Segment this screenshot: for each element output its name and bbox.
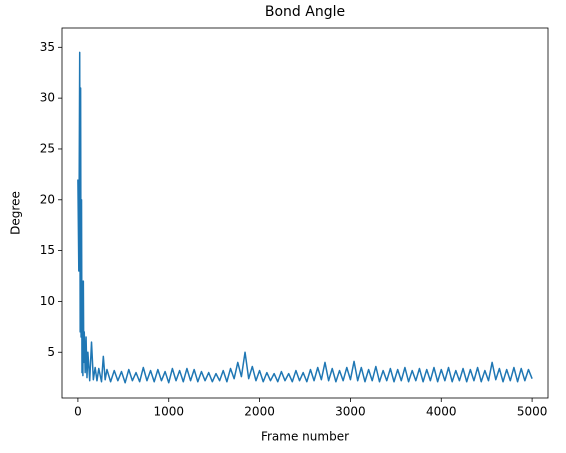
data-line <box>77 51 533 384</box>
x-tick-label: 0 <box>74 405 82 419</box>
x-tick-label: 4000 <box>426 405 457 419</box>
y-tick-label: 10 <box>40 294 55 308</box>
x-tick-label: 3000 <box>335 405 366 419</box>
x-tick-label: 5000 <box>517 405 548 419</box>
y-tick-label: 20 <box>40 192 55 206</box>
x-tick-label: 2000 <box>244 405 275 419</box>
y-tick-label: 25 <box>40 141 55 155</box>
x-axis-label: Frame number <box>261 430 349 444</box>
y-tick-label: 30 <box>40 91 55 105</box>
plot-frame <box>61 27 549 399</box>
x-tick-label: 1000 <box>153 405 184 419</box>
y-axis-label: Degree <box>9 191 23 235</box>
y-tick-label: 35 <box>40 40 55 54</box>
y-tick-label: 5 <box>47 345 55 359</box>
y-tick-label: 15 <box>40 243 55 257</box>
chart-title: Bond Angle <box>265 4 345 20</box>
